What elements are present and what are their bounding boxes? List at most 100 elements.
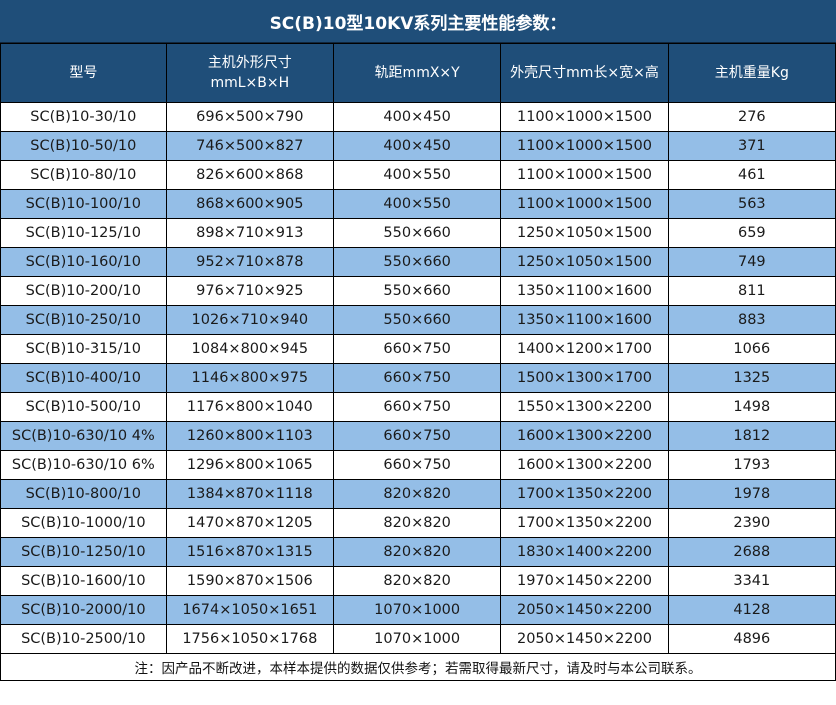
table-row: SC(B)10-800/10 1384×870×1118 820×820 1700×1… xyxy=(0,479,836,509)
cell-rail-gauge: 550×660 xyxy=(332,276,502,306)
cell-main-dimensions: 826×600×868 xyxy=(165,160,334,190)
table-row: SC(B)10-250/10 1026×710×940 550×660 1350×11… xyxy=(0,305,836,335)
cell-model: SC(B)10-30/10 xyxy=(0,102,167,132)
cell-rail-gauge: 1070×1000 xyxy=(332,595,502,625)
table-row: SC(B)10-50/10 746×500×827 400×450 1100×1000… xyxy=(0,131,836,161)
cell-model: SC(B)10-400/10 xyxy=(0,363,167,393)
cell-weight: 2390 xyxy=(667,508,836,538)
cell-weight: 2688 xyxy=(667,537,836,567)
cell-weight: 371 xyxy=(667,131,836,161)
cell-shell-dimensions: 1100×1000×1500 xyxy=(500,131,669,161)
cell-weight: 461 xyxy=(667,160,836,190)
cell-weight: 1325 xyxy=(667,363,836,393)
column-header-sublabel: mmL×B×H xyxy=(210,75,290,91)
cell-rail-gauge: 660×750 xyxy=(332,363,502,393)
column-header-main-dimensions: 主机外形尺寸 mmL×B×H xyxy=(165,43,334,103)
cell-shell-dimensions: 1830×1400×2200 xyxy=(500,537,669,567)
cell-shell-dimensions: 1550×1300×2200 xyxy=(500,392,669,422)
cell-shell-dimensions: 1250×1050×1500 xyxy=(500,247,669,277)
cell-weight: 883 xyxy=(667,305,836,335)
cell-weight: 3341 xyxy=(667,566,836,596)
table-row: SC(B)10-125/10 898×710×913 550×660 1250×105… xyxy=(0,218,836,248)
cell-shell-dimensions: 1250×1050×1500 xyxy=(500,218,669,248)
cell-model: SC(B)10-50/10 xyxy=(0,131,167,161)
column-header-rail-gauge: 轨距mmX×Y xyxy=(332,43,502,103)
cell-main-dimensions: 1296×800×1065 xyxy=(165,450,334,480)
column-header-label: 主机外形尺寸 xyxy=(207,54,292,71)
table-body: SC(B)10-30/10 696×500×790 400×450 1100×1000… xyxy=(0,102,836,654)
cell-shell-dimensions: 1350×1100×1600 xyxy=(500,276,669,306)
cell-shell-dimensions: 1350×1100×1600 xyxy=(500,305,669,335)
cell-main-dimensions: 1384×870×1118 xyxy=(165,479,334,509)
cell-main-dimensions: 868×600×905 xyxy=(165,189,334,219)
cell-main-dimensions: 976×710×925 xyxy=(165,276,334,306)
cell-shell-dimensions: 1600×1300×2200 xyxy=(500,450,669,480)
column-header-label: 外壳尺寸mm长×宽×高 xyxy=(510,64,659,81)
cell-weight: 1812 xyxy=(667,421,836,451)
cell-model: SC(B)10-630/10 4% xyxy=(0,421,167,451)
cell-main-dimensions: 952×710×878 xyxy=(165,247,334,277)
cell-rail-gauge: 660×750 xyxy=(332,392,502,422)
cell-weight: 749 xyxy=(667,247,836,277)
column-header-model: 型号 xyxy=(0,43,167,103)
cell-model: SC(B)10-500/10 xyxy=(0,392,167,422)
cell-rail-gauge: 820×820 xyxy=(332,537,502,567)
cell-shell-dimensions: 2050×1450×2200 xyxy=(500,595,669,625)
table-row: SC(B)10-1600/10 1590×870×1506 820×820 1970×… xyxy=(0,566,836,596)
cell-model: SC(B)10-1000/10 xyxy=(0,508,167,538)
cell-main-dimensions: 1176×800×1040 xyxy=(165,392,334,422)
table-row: SC(B)10-500/10 1176×800×1040 660×750 1550×1… xyxy=(0,392,836,422)
cell-rail-gauge: 400×450 xyxy=(332,131,502,161)
cell-main-dimensions: 746×500×827 xyxy=(165,131,334,161)
column-header-shell-dimensions: 外壳尺寸mm长×宽×高 xyxy=(500,43,669,103)
cell-weight: 811 xyxy=(667,276,836,306)
cell-main-dimensions: 1674×1050×1651 xyxy=(165,595,334,625)
table-row: SC(B)10-2000/10 1674×1050×1651 1070×1000 20… xyxy=(0,595,836,625)
column-header-label: 轨距mmX×Y xyxy=(374,64,460,81)
cell-model: SC(B)10-1600/10 xyxy=(0,566,167,596)
cell-model: SC(B)10-1250/10 xyxy=(0,537,167,567)
table-header: 型号 主机外形尺寸 mmL×B×H 轨距mmX×Y 外壳尺寸mm长×宽×高 主机… xyxy=(0,43,836,103)
cell-main-dimensions: 898×710×913 xyxy=(165,218,334,248)
table-row: SC(B)10-80/10 826×600×868 400×550 1100×1000… xyxy=(0,160,836,190)
cell-rail-gauge: 820×820 xyxy=(332,479,502,509)
cell-shell-dimensions: 1100×1000×1500 xyxy=(500,160,669,190)
cell-weight: 1793 xyxy=(667,450,836,480)
cell-rail-gauge: 550×660 xyxy=(332,218,502,248)
column-header-weight: 主机重量Kg xyxy=(667,43,836,103)
table-row: SC(B)10-30/10 696×500×790 400×450 1100×1000… xyxy=(0,102,836,132)
cell-shell-dimensions: 1700×1350×2200 xyxy=(500,508,669,538)
cell-model: SC(B)10-630/10 6% xyxy=(0,450,167,480)
table-footer: 注：因产品不断改进，本样本提供的数据仅供参考；若需取得最新尺寸，请及时与本公司联… xyxy=(0,653,836,681)
table-row: SC(B)10-200/10 976×710×925 550×660 1350×110… xyxy=(0,276,836,306)
cell-shell-dimensions: 1100×1000×1500 xyxy=(500,189,669,219)
column-header-label: 型号 xyxy=(69,64,98,81)
cell-weight: 563 xyxy=(667,189,836,219)
cell-weight: 4896 xyxy=(667,624,836,654)
cell-model: SC(B)10-250/10 xyxy=(0,305,167,335)
cell-main-dimensions: 1260×800×1103 xyxy=(165,421,334,451)
header-row: 型号 主机外形尺寸 mmL×B×H 轨距mmX×Y 外壳尺寸mm长×宽×高 主机… xyxy=(0,43,836,103)
cell-rail-gauge: 400×450 xyxy=(332,102,502,132)
cell-model: SC(B)10-2500/10 xyxy=(0,624,167,654)
cell-model: SC(B)10-315/10 xyxy=(0,334,167,364)
cell-rail-gauge: 820×820 xyxy=(332,566,502,596)
table-row: SC(B)10-160/10 952×710×878 550×660 1250×105… xyxy=(0,247,836,277)
cell-model: SC(B)10-100/10 xyxy=(0,189,167,219)
cell-shell-dimensions: 2050×1450×2200 xyxy=(500,624,669,654)
cell-model: SC(B)10-160/10 xyxy=(0,247,167,277)
cell-weight: 1066 xyxy=(667,334,836,364)
cell-main-dimensions: 1756×1050×1768 xyxy=(165,624,334,654)
cell-rail-gauge: 820×820 xyxy=(332,508,502,538)
cell-weight: 659 xyxy=(667,218,836,248)
table-row: SC(B)10-630/10 4% 1260×800×1103 660×750 160… xyxy=(0,421,836,451)
cell-rail-gauge: 1070×1000 xyxy=(332,624,502,654)
footnote: 注：因产品不断改进，本样本提供的数据仅供参考；若需取得最新尺寸，请及时与本公司联… xyxy=(0,653,836,681)
cell-rail-gauge: 660×750 xyxy=(332,421,502,451)
cell-rail-gauge: 550×660 xyxy=(332,247,502,277)
cell-main-dimensions: 1590×870×1506 xyxy=(165,566,334,596)
cell-rail-gauge: 660×750 xyxy=(332,334,502,364)
cell-shell-dimensions: 1700×1350×2200 xyxy=(500,479,669,509)
cell-shell-dimensions: 1400×1200×1700 xyxy=(500,334,669,364)
